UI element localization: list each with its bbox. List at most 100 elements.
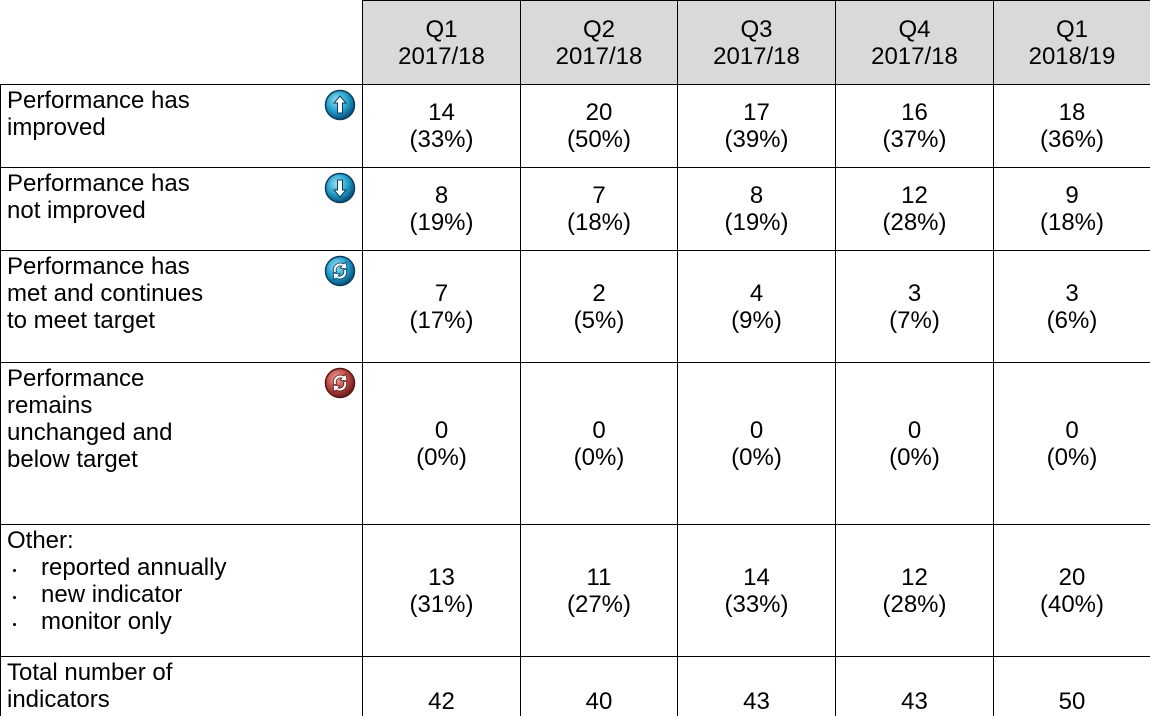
percent: (0%): [573, 443, 625, 471]
percent: (17%): [409, 306, 474, 334]
percent: (6%): [1046, 306, 1098, 334]
count: 8: [749, 182, 764, 209]
row-label: Other: reported annually new indicator moni…: [0, 524, 363, 657]
table-row: Performance remains unchanged and below tar…: [0, 362, 1150, 525]
label-line: unchanged and: [7, 419, 173, 446]
percent: (18%): [566, 209, 632, 236]
row-label: Performance has improved: [0, 84, 363, 168]
value-cell: 9 (18%): [993, 167, 1150, 251]
count: 11: [586, 563, 612, 591]
count: 20: [585, 99, 613, 126]
value-cell: 0 (0%): [362, 362, 521, 525]
table-row: Total number of indicators 42 40 43 43 50: [0, 656, 1150, 716]
value-cell: 3 (6%): [993, 250, 1150, 363]
count: 12: [901, 182, 928, 209]
table-row: Performance has improved 14 (33%) 20 (50%) 17(…: [0, 84, 1150, 168]
count: 0: [1065, 416, 1079, 444]
percent: (31%): [409, 590, 474, 618]
value-cell: 2 (5%): [520, 250, 678, 363]
count: 7: [434, 279, 449, 307]
percent: (0%): [416, 443, 467, 471]
count: 18: [1058, 99, 1086, 126]
quarter: Q3: [740, 15, 773, 43]
table-row: Performance has not improved 8 (19%) 7 (18%) 8…: [0, 167, 1150, 251]
table-row: Other: reported annually new indicator moni…: [0, 524, 1150, 657]
count: 17: [743, 99, 770, 126]
count: 14: [428, 99, 455, 126]
header-cell: Q1 2017/18: [362, 0, 521, 85]
count: 42: [428, 688, 455, 715]
value-cell: 14 (33%): [362, 84, 521, 168]
value-cell: 0 (0%): [993, 362, 1150, 525]
label-line: Performance has: [7, 170, 190, 197]
percent: (9%): [731, 306, 782, 334]
row-label: Performance has met and continues to meet …: [0, 250, 363, 363]
percent: (33%): [409, 126, 474, 153]
percent: (36%): [1039, 126, 1105, 153]
row-label: Total number of indicators: [0, 656, 363, 716]
count: 43: [901, 688, 928, 715]
value-cell: 14 (33%): [677, 524, 836, 657]
status-icon: [324, 89, 356, 121]
status-icon: [324, 255, 356, 287]
value-cell: 8 (19%): [362, 167, 521, 251]
percent: (33%): [724, 590, 789, 618]
count: 12: [901, 563, 928, 591]
label-line: Total number of: [7, 659, 173, 686]
count: 13: [428, 563, 455, 591]
year: 2017/18: [398, 42, 485, 70]
row-label: Performance has not improved: [0, 167, 363, 251]
percent: (0%): [889, 443, 940, 471]
value-cell: 7 (17%): [362, 250, 521, 363]
header-cell: Q4 2017/18: [835, 0, 994, 85]
status-icon: [324, 172, 356, 204]
label-line: Performance has: [7, 253, 190, 280]
header-cell: Q1 2018/19: [993, 0, 1150, 85]
value-cell: 12 (28%): [835, 167, 994, 251]
count: 0: [592, 416, 606, 444]
value-cell: 3 (7%): [835, 250, 994, 363]
header-cell: Q2 2017/18: [520, 0, 678, 85]
value-cell: 11 (27%): [520, 524, 678, 657]
value-cell: 17 (39%): [677, 84, 836, 168]
percent: (27%): [566, 590, 632, 618]
percent: (40%): [1039, 590, 1105, 618]
quarter: Q1: [1055, 15, 1088, 43]
label-line: improved: [7, 114, 106, 141]
label-line: to meet target: [7, 307, 156, 334]
count: 2: [592, 279, 606, 307]
header-cell: Q3 2017/18: [677, 0, 836, 85]
percent: (0%): [731, 443, 782, 471]
label-line: not improved: [7, 197, 146, 224]
year: 2017/18: [713, 42, 800, 70]
list-item: monitor only: [7, 608, 362, 635]
value-cell: 20 (40%): [993, 524, 1150, 657]
label-line: met and continues: [7, 280, 204, 307]
label-line: Performance has: [7, 87, 190, 114]
label-line: indicators: [7, 686, 110, 713]
percent: (19%): [409, 209, 474, 236]
table-row: Performance has met and continues to meet …: [0, 250, 1150, 363]
count: 40: [585, 688, 613, 715]
value-cell: 20 (50%): [520, 84, 678, 168]
value-cell: 7 (18%): [520, 167, 678, 251]
value-cell: 12 (28%): [835, 524, 994, 657]
percent: (5%): [573, 306, 625, 334]
value-cell: 8 (19%): [677, 167, 836, 251]
value-cell: 18 (36%): [993, 84, 1150, 168]
label-line: remains: [7, 392, 93, 419]
count: 3: [1065, 279, 1079, 307]
count: 0: [749, 416, 764, 444]
count: 9: [1065, 182, 1079, 209]
percent: (0%): [1046, 443, 1098, 471]
list-item: new indicator: [7, 581, 362, 608]
count: 16: [901, 99, 928, 126]
label-line: Other:: [7, 527, 74, 554]
list-item: reported annually: [7, 554, 362, 581]
value-cell: 42: [362, 656, 521, 716]
value-cell: 50: [993, 656, 1150, 716]
percent: (37%): [882, 126, 947, 153]
percent: (18%): [1039, 209, 1105, 236]
